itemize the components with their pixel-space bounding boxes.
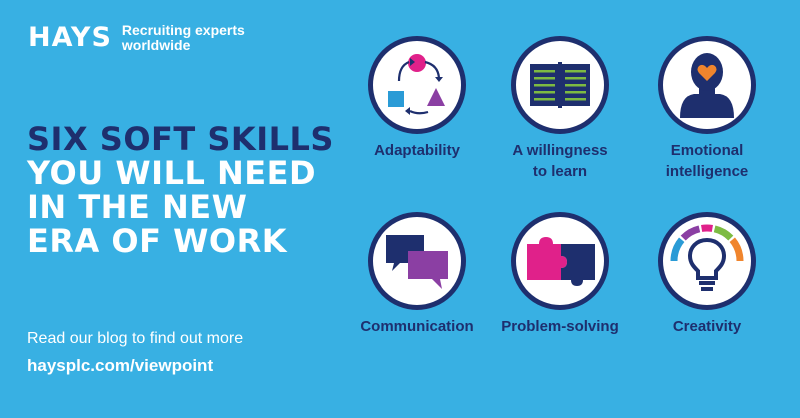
headline-line-1: SIX SOFT SKILLS	[27, 120, 334, 158]
skill-adaptability: Adaptability	[347, 36, 487, 161]
skill-label-line-1: Emotional	[670, 142, 744, 159]
headline-line-4: ERA OF WORK	[27, 222, 288, 260]
viewpoint-link[interactable]: haysplc.com/viewpoint	[27, 356, 214, 375]
skill-communication: Communication	[347, 212, 487, 337]
skill-label: Adaptability	[347, 140, 487, 161]
headline-line-3: IN THE NEW	[27, 188, 248, 226]
head-heart-icon	[680, 53, 734, 118]
skill-label-line-1: Communication	[360, 318, 474, 335]
skill-circle	[658, 36, 756, 134]
skill-label-line-2: to learn	[532, 163, 588, 180]
skill-label-line-1: A willingness	[512, 142, 608, 159]
headline: SIX SOFT SKILLS YOU WILL NEED IN THE NEW…	[27, 122, 334, 258]
skill-circle	[511, 36, 609, 134]
skill-emotional-intelligence: Emotional intelligence	[637, 36, 777, 182]
skill-label-line-2: intelligence	[665, 163, 749, 180]
logo-wordmark: HAYS	[28, 22, 112, 53]
headline-line-2: YOU WILL NEED	[27, 154, 317, 192]
open-book-icon	[530, 62, 590, 108]
skill-circle	[368, 212, 466, 310]
skill-label: Emotional intelligence	[637, 140, 777, 182]
puzzle-pieces-icon	[527, 237, 595, 286]
shapes-cycle-icon	[388, 54, 445, 115]
skill-label-line-1: Creativity	[672, 318, 742, 335]
speech-bubbles-icon	[386, 235, 448, 289]
hays-logo[interactable]: HAYS Recruiting experts worldwide	[28, 22, 245, 53]
skill-circle	[368, 36, 466, 134]
skill-label: Creativity	[637, 316, 777, 337]
skill-problem-solving: Problem-solving	[490, 212, 630, 337]
logo-tagline: Recruiting experts worldwide	[121, 21, 245, 53]
skill-circle	[658, 212, 756, 310]
skill-willingness-to-learn: A willingness to learn	[490, 36, 630, 182]
skill-label-line-1: Adaptability	[374, 142, 460, 159]
blog-prompt: Read our blog to find out more	[27, 330, 244, 347]
skill-label: Problem-solving	[490, 316, 630, 337]
skill-circle	[511, 212, 609, 310]
lightbulb-icon	[670, 224, 744, 291]
skill-label: Communication	[347, 316, 487, 337]
tagline-line-1: Recruiting experts	[121, 21, 245, 38]
tagline-line-2: worldwide	[121, 36, 191, 53]
skill-label: A willingness to learn	[490, 140, 630, 182]
skill-label-line-1: Problem-solving	[501, 318, 619, 335]
skill-creativity: Creativity	[637, 212, 777, 337]
